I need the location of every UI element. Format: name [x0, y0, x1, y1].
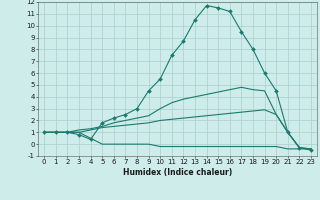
X-axis label: Humidex (Indice chaleur): Humidex (Indice chaleur)	[123, 168, 232, 177]
